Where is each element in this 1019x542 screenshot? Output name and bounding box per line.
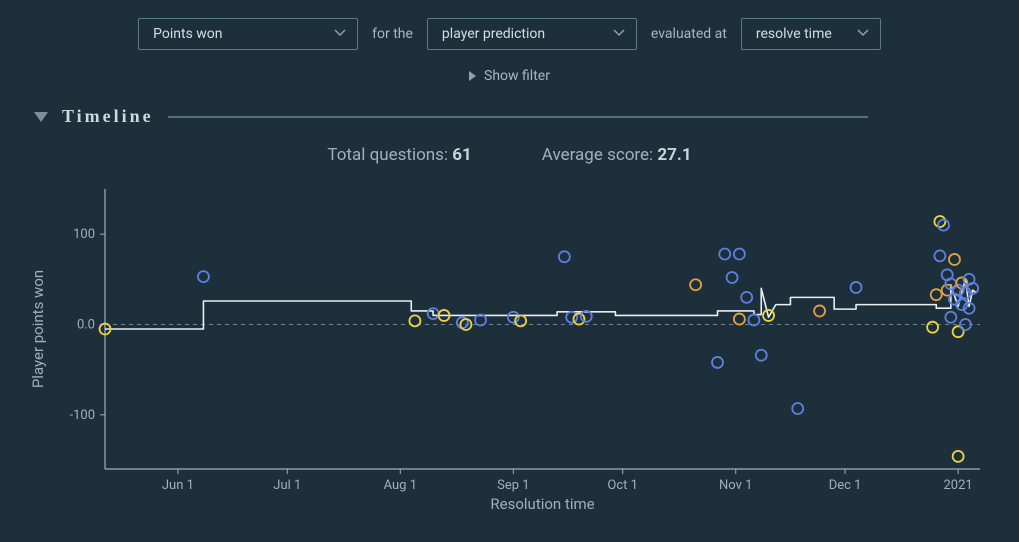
svg-text:100: 100 <box>73 227 95 242</box>
average-score-value: 27.1 <box>657 145 691 165</box>
svg-text:0.0: 0.0 <box>77 317 95 332</box>
svg-text:Aug 1: Aug 1 <box>384 478 417 493</box>
total-questions-value: 61 <box>452 145 472 165</box>
metric-select[interactable]: Points won <box>138 18 358 50</box>
svg-text:Dec 1: Dec 1 <box>829 478 862 493</box>
svg-text:Jul 1: Jul 1 <box>273 478 301 493</box>
chevron-down-icon <box>612 26 626 42</box>
show-filter-label: Show filter <box>484 68 550 84</box>
subject-select[interactable]: player prediction <box>427 18 637 50</box>
timeline-chart: -100 0.0 100 Jun 1 Jul 1 Aug 1 Sep 1 Oct 1 Nov 1… <box>0 179 1019 519</box>
for-the-label: for the <box>372 26 413 42</box>
chart-svg: -100 0.0 100 Jun 1 Jul 1 Aug 1 Sep 1 Oct 1 Nov 1… <box>0 179 1019 519</box>
average-score-label: Average score: <box>542 145 653 165</box>
average-score: Average score: 27.1 <box>542 145 692 165</box>
evaluated-at-label: evaluated at <box>651 26 727 42</box>
triangle-right-icon <box>469 71 476 81</box>
svg-text:Oct 1: Oct 1 <box>607 478 638 493</box>
controls-bar: Points won for the player prediction eva… <box>0 0 1019 50</box>
subject-select-label: player prediction <box>442 26 545 42</box>
section-rule <box>168 116 868 118</box>
section-title: Timeline <box>62 106 154 127</box>
time-select-label: resolve time <box>756 26 832 42</box>
metric-select-label: Points won <box>153 26 222 42</box>
show-filter-toggle[interactable]: Show filter <box>0 68 1019 84</box>
svg-text:Nov 1: Nov 1 <box>719 478 752 493</box>
timeline-section-header: Timeline <box>34 106 1019 127</box>
time-select[interactable]: resolve time <box>741 18 881 50</box>
total-questions-label: Total questions: <box>327 145 448 165</box>
total-questions: Total questions: 61 <box>327 145 471 165</box>
svg-text:-100: -100 <box>69 408 95 423</box>
chevron-down-icon <box>333 26 347 42</box>
stats-row: Total questions: 61 Average score: 27.1 <box>0 145 1019 165</box>
triangle-down-icon[interactable] <box>34 112 48 122</box>
svg-text:2021: 2021 <box>944 478 973 493</box>
svg-text:Player points won: Player points won <box>29 270 47 388</box>
svg-text:Sep 1: Sep 1 <box>497 478 529 493</box>
chevron-down-icon <box>856 26 870 42</box>
svg-text:Resolution time: Resolution time <box>490 495 594 513</box>
svg-text:Jun 1: Jun 1 <box>162 478 194 493</box>
